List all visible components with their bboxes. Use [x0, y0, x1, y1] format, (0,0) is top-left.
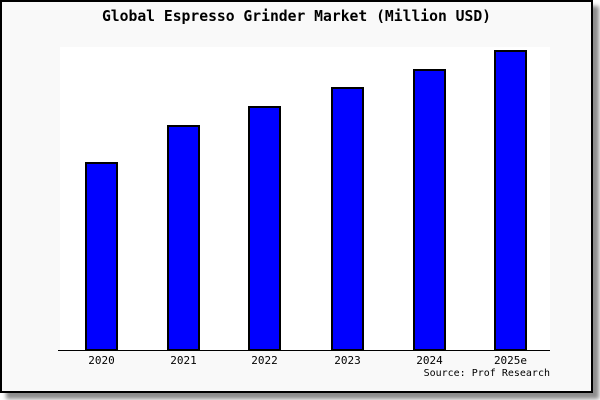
x-tick-label-2025e: 2025e — [493, 354, 528, 367]
x-axis-line — [58, 350, 550, 351]
x-tick-label-2020: 2020 — [88, 354, 115, 367]
bar-2024 — [413, 69, 446, 351]
x-tick-label-2024: 2024 — [416, 354, 443, 367]
bar-2020 — [85, 162, 118, 351]
x-tick-label-2023: 2023 — [334, 354, 361, 367]
x-tick-label-2021: 2021 — [170, 354, 197, 367]
source-note: Source: Prof Research — [423, 368, 550, 379]
chart-title: Global Espresso Grinder Market (Million … — [101, 8, 492, 25]
x-tick-label-2022: 2022 — [251, 354, 278, 367]
bar-2022 — [248, 106, 281, 351]
bar-2025e — [494, 50, 527, 351]
plot-area — [60, 47, 550, 351]
bar-2021 — [167, 125, 200, 351]
bar-2023 — [331, 87, 364, 351]
